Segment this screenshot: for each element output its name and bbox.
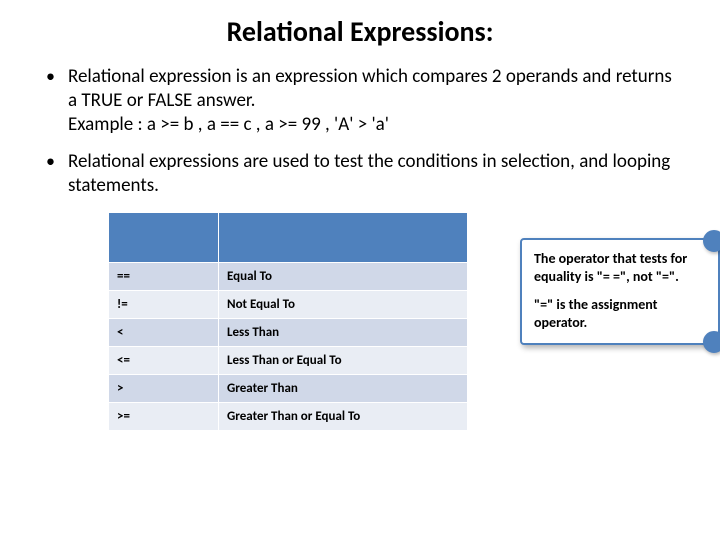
bullet-2: • Relational expressions are used to tes…	[40, 150, 680, 198]
table-row: >= Greater Than or Equal To	[109, 402, 468, 430]
meaning-cell: Not Equal To	[219, 290, 468, 318]
op-cell: <	[109, 318, 219, 346]
bullet-2-text: Relational expressions are used to test …	[68, 150, 680, 198]
callout-scroll: The operator that tests for equality is …	[520, 238, 720, 345]
table-row: == Equal To	[109, 262, 468, 290]
table-row: > Greater Than	[109, 374, 468, 402]
meaning-cell: Greater Than	[219, 374, 468, 402]
bullet-1-line-1: Relational expression is an expression w…	[68, 65, 672, 112]
bullet-2-line-1: Relational expressions are used to test …	[68, 150, 670, 197]
slide-body: • Relational expression is an expression…	[0, 57, 720, 431]
callout-p1: The operator that tests for equality is …	[534, 250, 706, 286]
table-row: < Less Than	[109, 318, 468, 346]
op-cell: >=	[109, 402, 219, 430]
table-row: <= Less Than or Equal To	[109, 346, 468, 374]
slide-title: Relational Expressions:	[0, 0, 720, 57]
table-header-row	[109, 212, 468, 262]
bullet-1: • Relational expression is an expression…	[40, 65, 680, 136]
operators-table: == Equal To != Not Equal To < Less Than …	[108, 212, 468, 431]
op-cell: !=	[109, 290, 219, 318]
op-cell: <=	[109, 346, 219, 374]
bullet-dot-icon: •	[40, 65, 68, 136]
callout-box: The operator that tests for equality is …	[520, 238, 720, 345]
bullet-1-line-2: Example : a >= b , a == c , a >= 99 , 'A…	[68, 113, 389, 136]
meaning-cell: Less Than	[219, 318, 468, 346]
meaning-cell: Greater Than or Equal To	[219, 402, 468, 430]
op-cell: ==	[109, 262, 219, 290]
bullet-1-text: Relational expression is an expression w…	[68, 65, 680, 136]
callout-p2: "=" is the assignment operator.	[534, 296, 706, 332]
meaning-cell: Less Than or Equal To	[219, 346, 468, 374]
lower-area: == Equal To != Not Equal To < Less Than …	[40, 212, 680, 431]
table-header-meaning	[219, 212, 468, 262]
op-cell: >	[109, 374, 219, 402]
meaning-cell: Equal To	[219, 262, 468, 290]
table-header-op	[109, 212, 219, 262]
table-row: != Not Equal To	[109, 290, 468, 318]
bullet-dot-icon: •	[40, 150, 68, 198]
